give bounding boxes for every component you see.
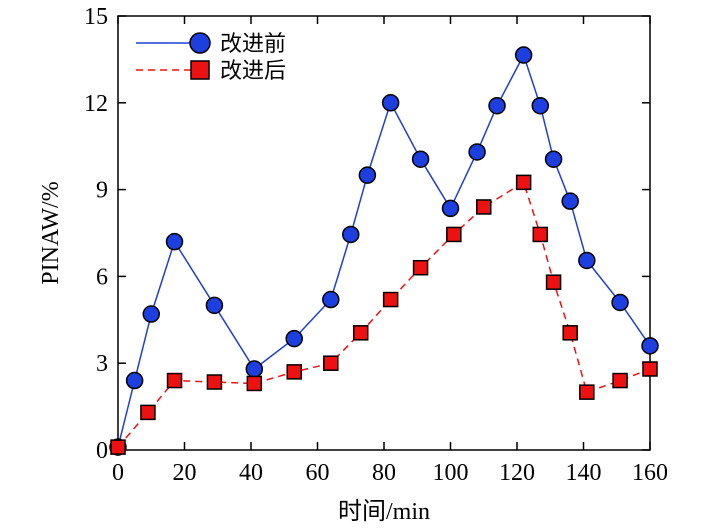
data-point-square — [246, 375, 263, 392]
data-point-circle — [544, 150, 563, 168]
data-point-square — [166, 372, 183, 389]
legend-label-after: 改进后 — [220, 59, 286, 84]
data-point-square — [642, 361, 658, 377]
data-point-circle — [531, 96, 550, 115]
x-tick-label: 60 — [306, 460, 330, 486]
axis-ticks — [117, 15, 651, 451]
data-point-circle — [468, 143, 486, 161]
series-line-0 — [117, 53, 651, 448]
x-tick-label: 100 — [433, 460, 469, 486]
y-tick-label: 6 — [96, 264, 108, 290]
data-point-square — [412, 259, 429, 276]
data-point-circle — [441, 199, 460, 218]
data-point-square — [206, 374, 223, 390]
data-point-circle — [641, 337, 659, 355]
y-axis-title: PINAW/% — [38, 181, 64, 284]
y-tick-label: 12 — [84, 91, 108, 117]
legend-marker-after — [190, 60, 210, 80]
y-tick-label: 9 — [96, 178, 108, 204]
data-point-square — [323, 355, 339, 371]
x-tick-label: 120 — [499, 460, 535, 486]
data-point-circle — [381, 94, 400, 112]
data-point-circle — [205, 296, 224, 315]
data-point-circle — [514, 46, 533, 64]
data-point-circle — [125, 371, 144, 390]
plot-area — [109, 15, 659, 456]
y-tick-label: 15 — [84, 4, 108, 30]
data-point-square — [532, 226, 549, 243]
tick-labels: 0 20 40 60 80 100 120 140 160 0 3 6 9 12 15 — [84, 4, 668, 486]
data-point-circle — [342, 225, 360, 244]
x-tick-label: 0 — [112, 460, 124, 486]
data-point-square — [579, 384, 595, 400]
data-point-square — [515, 174, 532, 191]
data-point-square — [352, 325, 369, 341]
data-point-square — [612, 372, 628, 389]
data-point-circle — [578, 251, 596, 270]
legend-marker-before — [189, 32, 211, 54]
data-point-circle — [142, 305, 160, 323]
x-tick-label: 140 — [566, 460, 602, 486]
data-point-square — [476, 199, 492, 215]
data-point-square — [562, 325, 578, 341]
data-point-circle — [411, 150, 430, 168]
x-tick-label: 40 — [239, 460, 263, 486]
series-group — [109, 46, 659, 456]
data-point-circle — [285, 329, 303, 348]
data-point-square — [286, 364, 302, 380]
x-tick-label: 80 — [372, 460, 396, 486]
data-point-circle — [561, 192, 579, 210]
legend-label-before: 改进前 — [220, 32, 286, 57]
series-line-1 — [117, 181, 651, 448]
data-point-circle — [322, 290, 340, 309]
data-point-circle — [165, 232, 184, 251]
data-point-square — [382, 291, 399, 308]
y-tick-label: 0 — [96, 438, 108, 464]
x-tick-label: 20 — [173, 460, 197, 486]
plot-frame — [117, 15, 651, 451]
x-tick-label: 160 — [632, 460, 668, 486]
data-point-circle — [611, 293, 629, 312]
data-point-square — [110, 439, 126, 455]
data-point-square — [140, 404, 156, 421]
data-point-circle — [245, 360, 264, 378]
x-axis-title: 时间/min — [338, 498, 430, 525]
data-point-circle — [358, 166, 377, 184]
data-point-circle — [488, 96, 506, 115]
legend: 改进前 改进后 — [136, 32, 286, 84]
data-point-square — [446, 226, 462, 243]
data-point-square — [545, 274, 562, 290]
y-tick-label: 3 — [96, 351, 108, 377]
